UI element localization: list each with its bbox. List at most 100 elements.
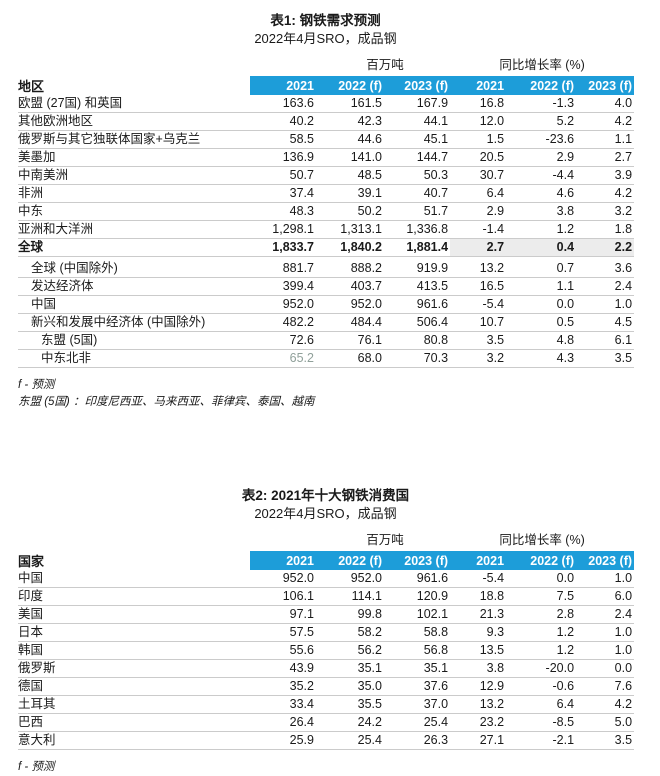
cell-value: 0.0 xyxy=(506,570,577,588)
cell-value: 35.1 xyxy=(316,659,384,678)
cell-value: 3.2 xyxy=(450,349,507,368)
cell-value: 120.9 xyxy=(384,587,451,606)
cell-value: 5.0 xyxy=(576,713,635,732)
table-row: 中国 952.0 952.0 961.6 -5.4 0.0 1.0 xyxy=(18,295,635,314)
cell-value: 6.4 xyxy=(450,184,507,203)
table2-subtitle: 2022年4月SRO，成品钢 xyxy=(254,506,397,521)
table-row: 非洲 37.4 39.1 40.7 6.4 4.6 4.2 xyxy=(18,184,635,203)
cell-value: 4.6 xyxy=(506,184,577,203)
cell-value: 45.1 xyxy=(384,130,451,149)
cell-value: 23.2 xyxy=(450,713,507,732)
cell-value: 68.0 xyxy=(316,349,384,368)
cell-value: 35.5 xyxy=(316,695,384,714)
cell-value: 13.5 xyxy=(450,641,507,660)
cell-value: 97.1 xyxy=(250,605,316,624)
row-label: 中东北非 xyxy=(18,349,250,368)
cell-value: 3.8 xyxy=(506,202,577,221)
cell-value: 144.7 xyxy=(384,148,451,167)
table-row: 东盟 (5国) 72.6 76.1 80.8 3.5 4.8 6.1 xyxy=(18,331,635,350)
cell-value: 65.2 xyxy=(250,349,316,368)
table2-section: 表2: 2021年十大钢铁消费国 2022年4月SRO，成品钢 百万吨 同比增长… xyxy=(18,487,635,776)
row-label: 巴西 xyxy=(18,713,250,732)
cell-value: 2.2 xyxy=(576,238,635,257)
cell-value: 3.6 xyxy=(576,256,635,278)
cell-value: 1.0 xyxy=(576,641,635,660)
cell-value: 1,833.7 xyxy=(250,238,316,257)
cell-value: 20.5 xyxy=(450,148,507,167)
cell-value: 25.9 xyxy=(250,731,316,750)
cell-value: 43.9 xyxy=(250,659,316,678)
cell-value: -5.4 xyxy=(450,295,507,314)
table-row: 发达经济体 399.4 403.7 413.5 16.5 1.1 2.4 xyxy=(18,277,635,296)
table1-footnotes: f - 预测 东盟 (5国) ：印度尼西亚、马来西亚、菲律宾、泰国、越南 xyxy=(18,377,633,411)
cell-value: 2.7 xyxy=(576,148,635,167)
table-row: 美国 97.1 99.8 102.1 21.3 2.8 2.4 xyxy=(18,605,635,624)
cell-value: 1.0 xyxy=(576,623,635,642)
table1-subtitle: 2022年4月SRO，成品钢 xyxy=(254,31,397,46)
table-row: 美墨加 136.9 141.0 144.7 20.5 2.9 2.7 xyxy=(18,148,635,167)
table-row: 韩国 55.6 56.2 56.8 13.5 1.2 1.0 xyxy=(18,641,635,660)
row-label: 中东 xyxy=(18,202,250,221)
cell-value: 13.2 xyxy=(450,695,507,714)
cell-value: 961.6 xyxy=(384,570,451,588)
cell-value: 48.3 xyxy=(250,202,316,221)
cell-value: 70.3 xyxy=(384,349,451,368)
cell-value: 484.4 xyxy=(316,313,384,332)
cell-value: 1.2 xyxy=(506,641,577,660)
table-row: 中国 952.0 952.0 961.6 -5.4 0.0 1.0 xyxy=(18,570,635,588)
unit-header-row: 百万吨 同比增长率 (%) xyxy=(18,529,634,551)
cell-value: 39.1 xyxy=(316,184,384,203)
table-row: 意大利 25.9 25.4 26.3 27.1 -2.1 3.5 xyxy=(18,731,635,750)
cell-value: 0.0 xyxy=(506,295,577,314)
cell-value: 44.1 xyxy=(384,112,451,131)
cell-value: 50.7 xyxy=(250,166,316,185)
cell-value: 50.3 xyxy=(384,166,451,185)
cell-value: 881.7 xyxy=(250,256,316,278)
cell-value: 0.4 xyxy=(506,238,577,257)
cell-value: 99.8 xyxy=(316,605,384,624)
table-row: 印度 106.1 114.1 120.9 18.8 7.5 6.0 xyxy=(18,587,635,606)
row-label: 美墨加 xyxy=(18,148,250,167)
cell-value: 3.5 xyxy=(576,349,635,368)
cell-value: 56.2 xyxy=(316,641,384,660)
table2-title: 表2: 2021年十大钢铁消费国 xyxy=(241,488,410,503)
cell-value: 16.8 xyxy=(450,95,507,113)
growth-unit-header: 同比增长率 (%) xyxy=(499,533,585,547)
cell-value: 106.1 xyxy=(250,587,316,606)
cell-value: 2.4 xyxy=(576,277,635,296)
cell-value: 37.0 xyxy=(384,695,451,714)
cell-value: 30.7 xyxy=(450,166,507,185)
row-label: 印度 xyxy=(18,587,250,606)
growth-unit-header: 同比增长率 (%) xyxy=(499,58,585,72)
cell-value: 4.5 xyxy=(576,313,635,332)
cell-value: 50.2 xyxy=(316,202,384,221)
cell-value: 42.3 xyxy=(316,112,384,131)
footnote-forecast: f - 预测 xyxy=(18,761,55,773)
cell-value: 403.7 xyxy=(316,277,384,296)
cell-value: 16.5 xyxy=(450,277,507,296)
row-label: 俄罗斯与其它独联体国家+乌克兰 xyxy=(18,130,250,149)
column-header: 2021 xyxy=(250,551,316,570)
cell-value: 2.7 xyxy=(450,238,507,257)
cell-value: 58.5 xyxy=(250,130,316,149)
cell-value: 26.3 xyxy=(384,731,451,750)
cell-value: 21.3 xyxy=(450,605,507,624)
cell-value: -1.3 xyxy=(506,95,577,113)
tonnage-unit-header: 百万吨 xyxy=(366,533,404,547)
cell-value: 25.4 xyxy=(316,731,384,750)
cell-value: 35.1 xyxy=(384,659,451,678)
cell-value: 6.0 xyxy=(576,587,635,606)
cell-value: 3.8 xyxy=(450,659,507,678)
column-header: 2022 (f) xyxy=(316,76,384,95)
table-row: 其他欧洲地区 40.2 42.3 44.1 12.0 5.2 4.2 xyxy=(18,112,635,131)
column-header: 2023 (f) xyxy=(384,76,451,95)
row-label: 亚洲和大洋洲 xyxy=(18,220,250,239)
region-column-header: 地区 xyxy=(18,76,250,95)
cell-value: 80.8 xyxy=(384,331,451,350)
column-header-row: 国家 2021 2022 (f) 2023 (f) 2021 2022 (f) … xyxy=(18,551,635,570)
cell-value: 35.2 xyxy=(250,677,316,696)
cell-value: 1,840.2 xyxy=(316,238,384,257)
column-header: 2023 (f) xyxy=(384,551,451,570)
table-row: 亚洲和大洋洲 1,298.1 1,313.1 1,336.8 -1.4 1.2 1.8 xyxy=(18,220,635,239)
cell-value: 26.4 xyxy=(250,713,316,732)
